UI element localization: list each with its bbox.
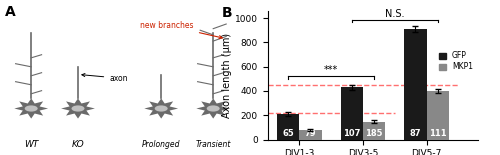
Ellipse shape (206, 105, 220, 112)
Bar (426, 91, 449, 140)
Text: ***: *** (324, 65, 338, 75)
Ellipse shape (154, 105, 168, 112)
Text: 65: 65 (282, 129, 294, 138)
Bar (340, 87, 363, 140)
Polygon shape (196, 98, 230, 119)
Text: WT: WT (24, 140, 38, 149)
Text: 111: 111 (429, 129, 446, 138)
Polygon shape (14, 98, 48, 119)
Text: Transient: Transient (196, 140, 231, 149)
Text: A: A (5, 5, 16, 19)
Bar (404, 29, 426, 140)
Bar (363, 122, 385, 140)
Text: B: B (222, 6, 232, 20)
Text: new branches: new branches (140, 21, 222, 39)
Text: N.S.: N.S. (385, 9, 404, 19)
Y-axis label: Axon length (μm): Axon length (μm) (222, 33, 232, 118)
Bar (300, 130, 322, 140)
Legend: GFP, MKP1: GFP, MKP1 (438, 51, 474, 72)
Text: 87: 87 (410, 129, 421, 138)
Text: 107: 107 (343, 129, 360, 138)
Ellipse shape (24, 105, 38, 112)
Text: Prolonged: Prolonged (142, 140, 180, 149)
Text: axon: axon (82, 73, 128, 83)
Bar (277, 114, 299, 140)
Text: 79: 79 (304, 129, 316, 138)
Text: 185: 185 (366, 129, 383, 138)
Polygon shape (61, 98, 95, 119)
Ellipse shape (72, 105, 85, 112)
Text: KO: KO (72, 140, 85, 149)
Polygon shape (144, 98, 178, 119)
